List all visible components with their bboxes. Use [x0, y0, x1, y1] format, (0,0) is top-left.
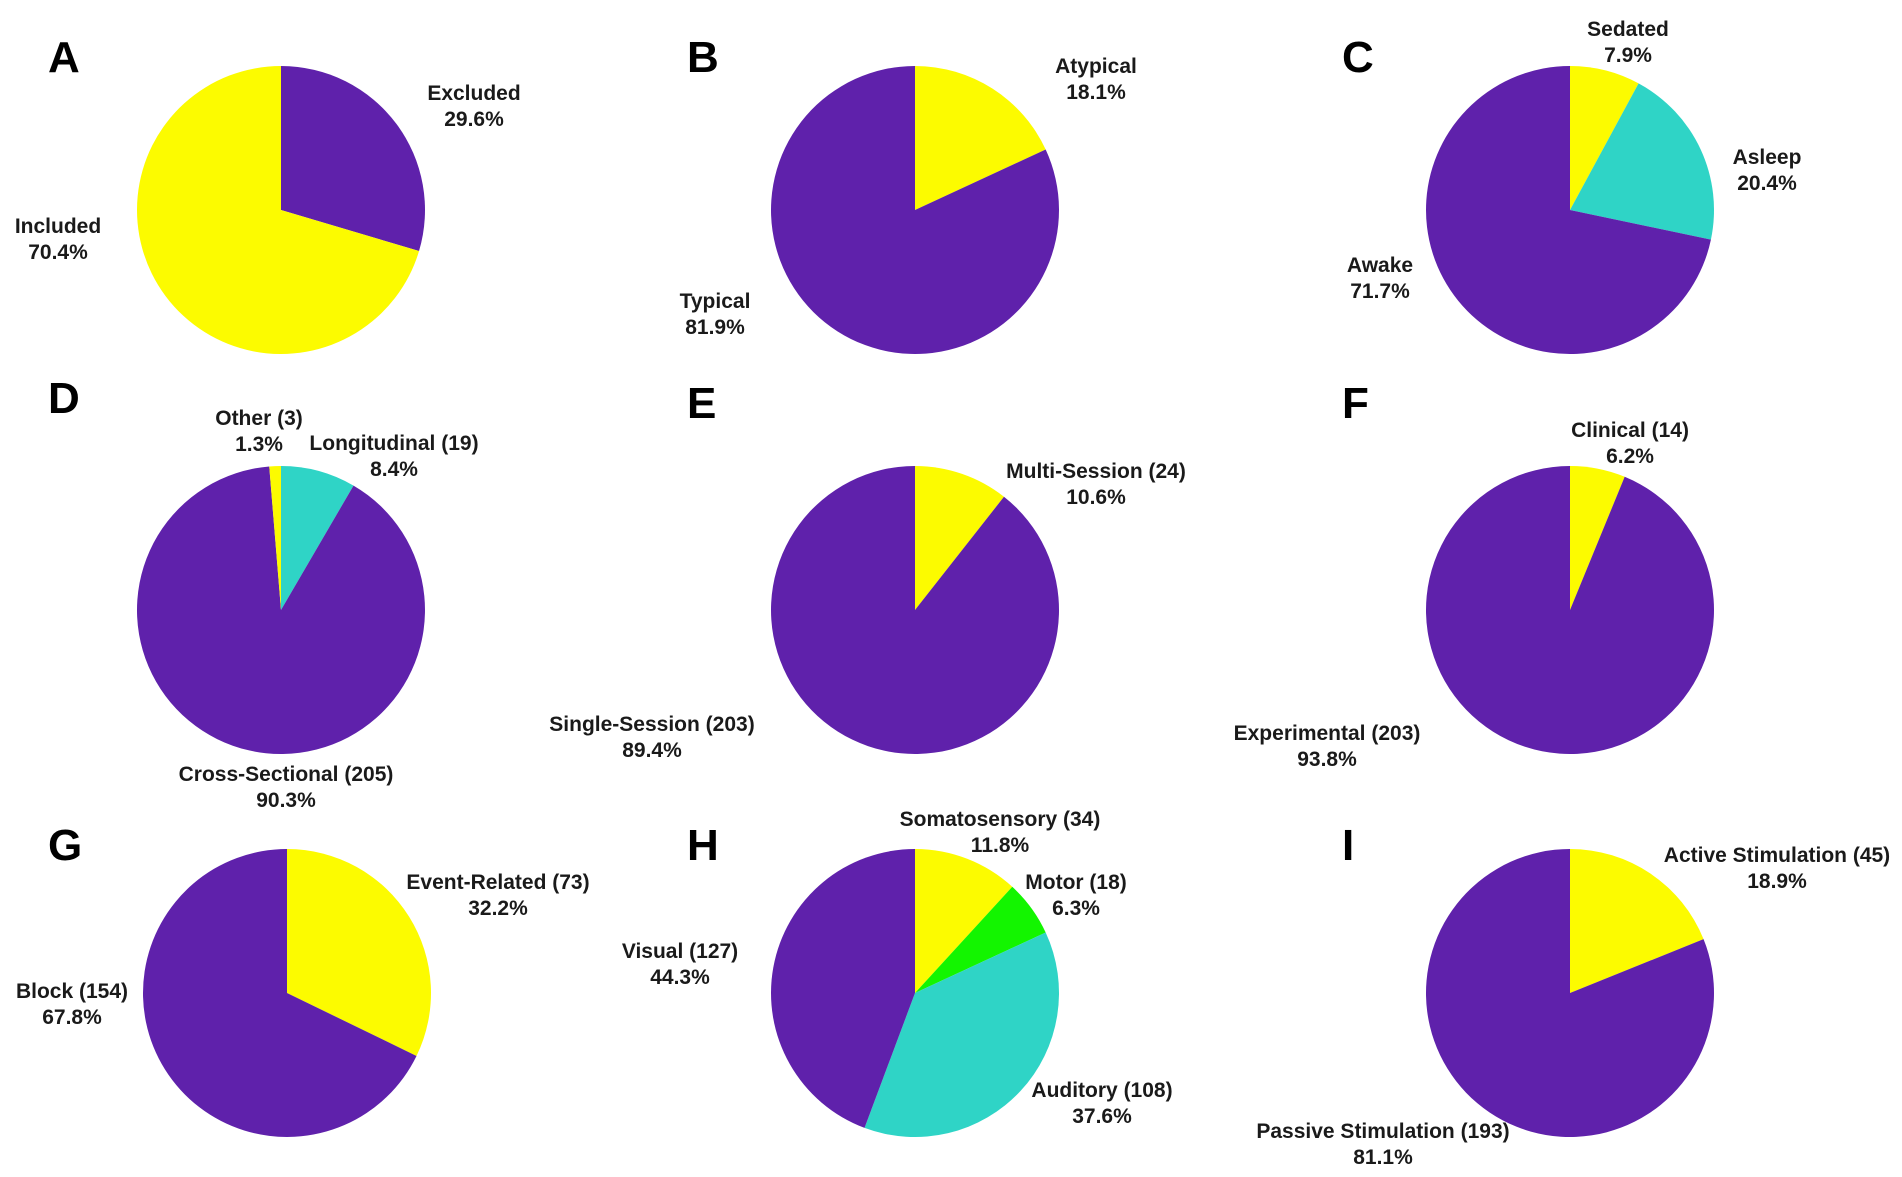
slice-label-h-visual: Visual (127)	[622, 940, 738, 963]
slice-label-e-single-session: Single-Session (203)	[549, 713, 754, 736]
pie-slice-a-excluded	[281, 66, 426, 252]
slice-pct-a-excluded: 29.6%	[444, 108, 504, 131]
pie-slice-f-clinical	[1570, 466, 1625, 610]
pie-slice-c-awake	[1426, 66, 1711, 354]
pie-slice-e-multi-session	[915, 466, 1004, 610]
slice-label-e-multi-session: Multi-Session (24)	[1006, 460, 1186, 483]
slice-pct-f-experimental: 93.8%	[1297, 748, 1357, 771]
pie-slice-a-included	[137, 66, 420, 354]
slice-label-h-somatosensory: Somatosensory (34)	[900, 808, 1101, 831]
slice-label-h-auditory: Auditory (108)	[1031, 1079, 1172, 1102]
slice-label-i-passive-stimulation: Passive Stimulation (193)	[1256, 1120, 1509, 1143]
pie-slice-i-passive-stimulation	[1425, 849, 1714, 1137]
slice-pct-a-included: 70.4%	[28, 241, 88, 264]
slice-pct-i-passive-stimulation: 81.1%	[1353, 1146, 1413, 1169]
slice-pct-h-visual: 44.3%	[650, 966, 710, 989]
slice-label-b-typical: Typical	[680, 290, 751, 313]
slice-pct-e-single-session: 89.4%	[622, 739, 682, 762]
slice-label-f-clinical: Clinical (14)	[1571, 419, 1689, 442]
pie-slice-i-active-stimulation	[1570, 849, 1704, 993]
slice-pct-d-other: 1.3%	[235, 433, 283, 456]
pie-panel-f: F Clinical (14) 6.2% Experimental (203) 93.8…	[1234, 379, 1714, 771]
pie-slice-g-block	[142, 849, 417, 1138]
slice-label-c-asleep: Asleep	[1733, 146, 1802, 169]
slice-label-d-cross-sectional: Cross-Sectional (205)	[179, 763, 394, 786]
pie-slice-h-auditory	[864, 932, 1060, 1137]
slice-pct-b-typical: 81.9%	[685, 316, 745, 339]
pie-panel-b: B Atypical 18.1% Typical 81.9%	[680, 33, 1137, 354]
slice-label-c-sedated: Sedated	[1587, 18, 1669, 41]
pie-panel-a: A Excluded 29.6% Included 70.4%	[15, 33, 521, 354]
slice-label-h-motor: Motor (18)	[1025, 871, 1127, 894]
panel-letter-c: C	[1342, 33, 1374, 82]
pie-slice-b-typical	[771, 66, 1060, 354]
pie-slice-c-asleep	[1570, 83, 1715, 240]
slice-pct-c-asleep: 20.4%	[1737, 172, 1797, 195]
panel-letter-a: A	[48, 33, 80, 82]
slice-label-a-excluded: Excluded	[427, 82, 520, 105]
panel-letter-e: E	[687, 379, 716, 428]
pie-slice-b-atypical	[915, 66, 1046, 210]
panel-letter-d: D	[48, 374, 80, 423]
pie-slice-h-somatosensory	[915, 849, 1013, 993]
slice-label-f-experimental: Experimental (203)	[1234, 722, 1421, 745]
panel-letter-b: B	[687, 33, 719, 82]
pie-slice-f-experimental	[1425, 466, 1714, 754]
slice-pct-b-atypical: 18.1%	[1066, 81, 1126, 104]
slice-pct-e-multi-session: 10.6%	[1066, 486, 1126, 509]
slice-pct-f-clinical: 6.2%	[1606, 445, 1654, 468]
panel-letter-i: I	[1342, 821, 1354, 870]
pie-slice-d-longitudinal	[281, 466, 354, 610]
slice-label-g-block: Block (154)	[16, 980, 128, 1003]
slice-pct-c-sedated: 7.9%	[1604, 44, 1652, 67]
pie-panel-d: D Longitudinal (19) 8.4% Cross-Sectional (2…	[48, 374, 479, 812]
slice-pct-d-longitudinal: 8.4%	[370, 458, 418, 481]
slice-pct-h-somatosensory: 11.8%	[971, 834, 1030, 857]
slice-label-i-active-stimulation: Active Stimulation (45)	[1664, 844, 1890, 867]
slice-label-d-longitudinal: Longitudinal (19)	[309, 432, 478, 455]
pie-panel-i: I Active Stimulation (45) 18.9% Passive Sti…	[1256, 821, 1890, 1169]
pie-panel-c: C Sedated 7.9% Asleep 20.4% Awake 71.7%	[1342, 18, 1801, 354]
pie-panel-e: E Multi-Session (24) 10.6% Single-Session (…	[549, 379, 1186, 762]
pie-slice-e-single-session	[771, 466, 1060, 755]
slice-pct-g-block: 67.8%	[42, 1006, 102, 1029]
panel-letter-g: G	[48, 821, 82, 870]
pie-slice-h-visual	[771, 849, 915, 1128]
slice-label-c-awake: Awake	[1347, 254, 1413, 277]
slice-label-a-included: Included	[15, 215, 101, 238]
panel-letter-f: F	[1342, 379, 1369, 428]
pie-panel-h: H Somatosensory (34) 11.8% Motor (18) 6.3% Au…	[622, 808, 1173, 1137]
slice-pct-h-auditory: 37.6%	[1072, 1105, 1132, 1128]
slice-pct-c-awake: 71.7%	[1350, 280, 1410, 303]
pie-slice-d-other	[269, 466, 281, 610]
pie-slice-h-motor	[915, 886, 1046, 993]
slice-pct-d-cross-sectional: 90.3%	[256, 789, 316, 812]
slice-label-d-other: Other (3)	[215, 407, 303, 430]
pie-slice-c-sedated	[1570, 66, 1639, 210]
slice-label-b-atypical: Atypical	[1055, 55, 1137, 78]
pie-slice-d-cross-sectional	[136, 466, 425, 755]
panel-letter-h: H	[687, 821, 719, 870]
pie-panel-g: G Event-Related (73) 32.2% Block (154) 67.8%	[16, 821, 590, 1138]
slice-pct-i-active-stimulation: 18.9%	[1747, 870, 1807, 893]
pie-slice-g-event-related	[287, 849, 431, 1056]
slice-pct-h-motor: 6.3%	[1052, 897, 1100, 920]
slice-pct-g-event-related: 32.2%	[468, 897, 528, 920]
slice-label-g-event-related: Event-Related (73)	[406, 871, 589, 894]
